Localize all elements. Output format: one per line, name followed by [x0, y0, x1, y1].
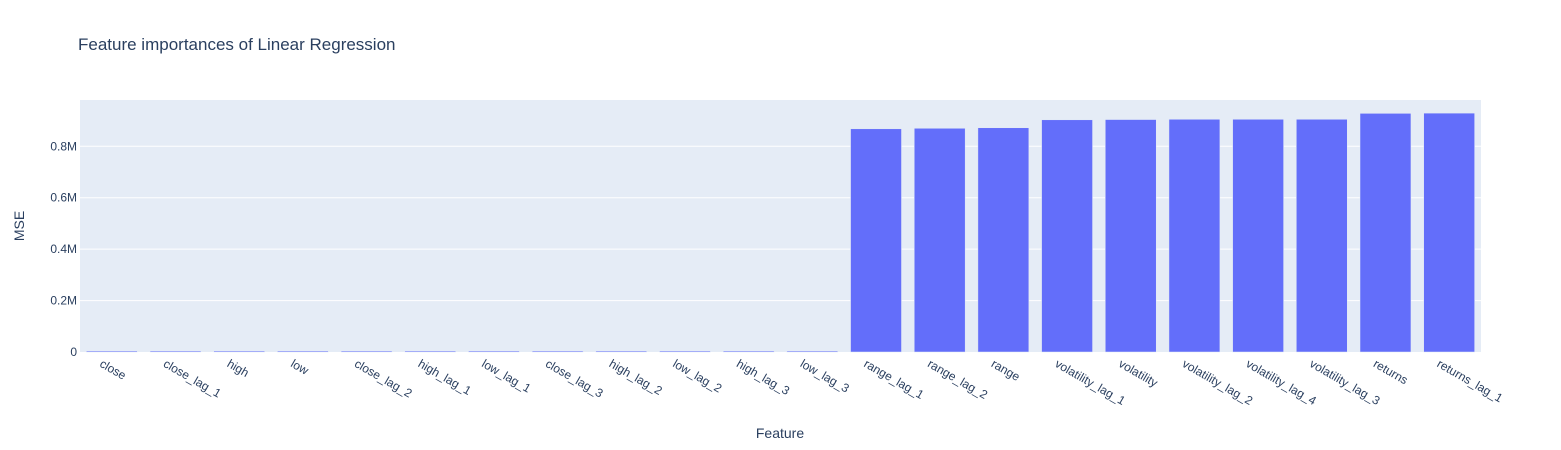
bar-close[interactable] — [86, 350, 138, 353]
bar-volatility-lag-3[interactable] — [1296, 119, 1348, 353]
bar-volatility-lag-4[interactable] — [1232, 119, 1284, 353]
bar-volatility-lag-2[interactable] — [1168, 119, 1221, 353]
bar-high-lag-3[interactable] — [722, 350, 775, 353]
bar-close-lag-3[interactable] — [531, 350, 584, 353]
x-tick-label: high — [225, 356, 252, 379]
x-tick-label: volatility_lag_4 — [1244, 356, 1319, 408]
bar-series — [86, 112, 1475, 353]
bar-close-lag-2[interactable] — [340, 350, 393, 353]
y-axis-ticks: 0 0.2M 0.4M 0.6M 0.8M — [50, 139, 77, 359]
x-tick-label: high_lag_1 — [416, 356, 474, 398]
x-tick-label: low — [288, 356, 311, 377]
x-tick-label: low_lag_1 — [479, 356, 533, 395]
x-tick-label: volatility_lag_1 — [1053, 356, 1128, 408]
bar-high-lag-2[interactable] — [595, 350, 648, 353]
bar-low[interactable] — [277, 350, 329, 353]
x-tick-label: volatility — [1116, 356, 1160, 389]
bar-high[interactable] — [213, 350, 265, 353]
x-tick-label: returns_lag_1 — [1435, 356, 1506, 405]
x-tick-label: low_lag_3 — [798, 356, 852, 395]
x-tick-label: close_lag_1 — [161, 356, 224, 400]
y-tick-label: 0.2M — [50, 294, 77, 308]
x-tick-label: high_lag_3 — [734, 356, 792, 398]
bar-volatility-lag-1[interactable] — [1041, 119, 1093, 353]
chart-title: Feature importances of Linear Regression — [78, 35, 396, 54]
x-tick-label: range — [989, 356, 1023, 384]
bar-low-lag-3[interactable] — [786, 350, 839, 353]
bar-returns-lag-1[interactable] — [1423, 112, 1475, 353]
bar-range[interactable] — [977, 127, 1030, 353]
bar-volatility[interactable] — [1105, 119, 1157, 353]
y-tick-label: 0.8M — [50, 139, 77, 153]
x-tick-label: range_lag_2 — [925, 356, 990, 402]
x-tick-label: close — [97, 356, 129, 382]
x-axis-ticks: close close_lag_1 high low close_lag_2 high_l… — [97, 356, 1505, 408]
bar-low-lag-2[interactable] — [659, 350, 711, 353]
x-tick-label: low_lag_2 — [670, 356, 724, 395]
x-tick-label: volatility_lag_2 — [1180, 356, 1255, 408]
y-tick-label: 0.4M — [50, 242, 77, 256]
y-tick-label: 0.6M — [50, 191, 77, 205]
y-tick-label: 0 — [70, 345, 77, 359]
bar-returns[interactable] — [1359, 113, 1412, 353]
x-tick-label: returns — [1371, 356, 1410, 387]
x-tick-label: close_lag_3 — [543, 356, 606, 400]
bar-range-lag-2[interactable] — [913, 128, 966, 353]
y-axis-title: MSE — [11, 211, 27, 241]
bar-range-lag-1[interactable] — [850, 128, 902, 353]
bar-high-lag-1[interactable] — [404, 350, 456, 353]
x-axis-title: Feature — [756, 425, 804, 441]
x-tick-label: volatility_lag_3 — [1307, 356, 1382, 408]
x-tick-label: close_lag_2 — [352, 356, 415, 400]
bar-close-lag-1[interactable] — [149, 350, 202, 353]
x-tick-label: high_lag_2 — [607, 356, 665, 398]
x-tick-label: range_lag_1 — [862, 356, 927, 402]
bar-low-lag-1[interactable] — [468, 350, 520, 353]
